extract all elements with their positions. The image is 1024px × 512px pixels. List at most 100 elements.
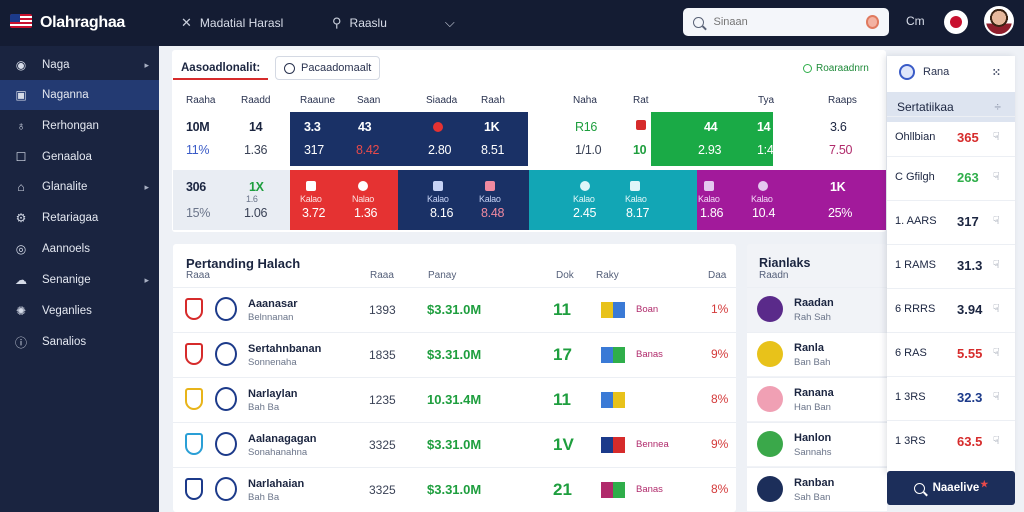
odds-value[interactable]: 3.6: [830, 120, 847, 134]
odds-value[interactable]: 1K: [830, 180, 846, 194]
table-row[interactable]: Aalanagagan Sonahanahna 3325 $3.31.0M 1V…: [173, 422, 736, 466]
list-item[interactable]: Raadan Rah Sah: [747, 287, 887, 331]
odds-value[interactable]: 14: [249, 120, 263, 134]
table-row[interactable]: Narlaylan Bah Ba 1235 10.31.4M 11 8%: [173, 377, 736, 421]
odds-value[interactable]: 15%: [186, 206, 211, 220]
notification-button[interactable]: [944, 10, 968, 34]
odds-value[interactable]: 8.42: [356, 143, 380, 157]
list-item[interactable]: Ranban Sah Ban: [747, 467, 887, 511]
team-crest-icon: [185, 433, 203, 455]
chat-icon[interactable]: ☟: [993, 303, 1000, 315]
live-button[interactable]: Naaelive ★: [887, 471, 1015, 505]
odds-value[interactable]: 2.45: [573, 206, 597, 220]
market-label: 6 RAS: [895, 347, 927, 359]
tab-button[interactable]: Pacaadomaalt: [275, 56, 381, 80]
cloud-icon: ☁: [15, 273, 27, 287]
market-row[interactable]: C Gfilgh 263 ☟: [887, 156, 1015, 200]
chat-icon[interactable]: ☟: [993, 215, 1000, 227]
odds-value[interactable]: 317: [304, 143, 324, 157]
table-row[interactable]: Aaanasar Belnnanan 1393 $3.31.0M 11 Boan…: [173, 287, 736, 331]
odds-value[interactable]: 1.86: [700, 206, 724, 220]
list-item[interactable]: Ranana Han Ban: [747, 377, 887, 421]
sidebar-item-1[interactable]: ◉ Naga ▸: [0, 50, 159, 80]
list-item[interactable]: Ranla Ban Bah: [747, 332, 887, 376]
sidebar-item-4[interactable]: ☐ Genaaloa: [0, 142, 159, 172]
team-percent: 1%: [711, 302, 729, 316]
market-row[interactable]: Ohllbian 365 ☟: [887, 116, 1015, 160]
chevron-down-icon[interactable]: ⌵: [444, 15, 455, 30]
sidebar-item-2[interactable]: ▣ Naganna: [0, 80, 159, 110]
odds-value[interactable]: 1.36: [354, 206, 378, 220]
odds-value[interactable]: 3.72: [302, 206, 326, 220]
sidebar-item-9[interactable]: ✺ Veganlies: [0, 296, 159, 326]
user-avatar[interactable]: [984, 6, 1014, 36]
odds-value[interactable]: R16: [575, 120, 598, 134]
search-input[interactable]: [713, 16, 856, 28]
odds-value[interactable]: 25%: [828, 206, 853, 220]
sidebar-item-5[interactable]: ⌂ Glanalite ▸: [0, 172, 159, 202]
sidebar-item-6[interactable]: ⚙ Retariagaa: [0, 203, 159, 233]
chat-icon[interactable]: ☟: [993, 347, 1000, 359]
odds-subtext: Kalao: [751, 194, 773, 204]
list-item[interactable]: Hanlon Sannahs: [747, 422, 887, 466]
market-row[interactable]: 1 RAMS 31.3 ☟: [887, 244, 1015, 288]
odds-value[interactable]: 1K: [484, 120, 500, 134]
sidebar-item-3[interactable]: ♁ Rerhongan: [0, 111, 159, 141]
odds-value[interactable]: 1.36: [244, 143, 268, 157]
odds-value[interactable]: 8.51: [481, 143, 505, 157]
odds-subtext: Kalao: [427, 194, 449, 204]
top-right-text[interactable]: Cm: [906, 14, 925, 28]
market-row[interactable]: 1 3RS 63.5 ☟: [887, 420, 1015, 464]
odds-value[interactable]: 306: [186, 180, 206, 194]
market-row[interactable]: 1 3RS 32.3 ☟: [887, 376, 1015, 420]
chat-icon[interactable]: ☟: [993, 391, 1000, 403]
market-row[interactable]: 6 RRRS 3.94 ☟: [887, 288, 1015, 332]
top-search-label: Raaslu: [349, 16, 387, 30]
odds-value[interactable]: 14: [757, 120, 771, 134]
odds-value[interactable]: 1/1.0: [575, 143, 602, 157]
table-row[interactable]: Sertahnbanan Sonnenaha 1835 $3.31.0M 17 …: [173, 332, 736, 376]
odds-value[interactable]: 3.3: [304, 120, 321, 134]
sidebar-item-7[interactable]: ◎ Aannoels: [0, 234, 159, 264]
odds-value[interactable]: 7.50: [829, 143, 853, 157]
odds-value[interactable]: 8.17: [626, 206, 650, 220]
top-search-item[interactable]: ⚲ Raaslu ⌵: [332, 15, 455, 31]
tab-active[interactable]: Aasoadlonalit:: [173, 58, 269, 80]
odds-value[interactable]: 1:4: [757, 143, 774, 157]
globe-icon: ◎: [15, 242, 27, 256]
market-label: 1 3RS: [895, 435, 926, 447]
flag-logo-icon: [10, 14, 32, 28]
sidebar-item-8[interactable]: ☁ Senanige ▸: [0, 265, 159, 295]
odds-value[interactable]: 10: [633, 143, 647, 157]
sidebar-item-10[interactable]: ⓘ Sanalios: [0, 327, 159, 357]
odds-value[interactable]: 10.4: [752, 206, 776, 220]
chat-icon[interactable]: ☟: [993, 171, 1000, 183]
odds-value[interactable]: 1X: [249, 180, 264, 194]
top-nav-label: Madatial Harasl: [199, 16, 284, 30]
expand-icon[interactable]: ⁙: [991, 66, 1001, 79]
column-header: Raaune: [300, 95, 336, 106]
app-title[interactable]: Olahraghaa: [40, 14, 126, 31]
search-box[interactable]: [683, 8, 889, 36]
sidebar-item-label: Naga: [42, 59, 70, 71]
plus-icon[interactable]: ÷: [994, 100, 1001, 114]
odds-value[interactable]: 1.06: [244, 206, 268, 220]
odds-value[interactable]: 11%: [186, 143, 210, 157]
odds-value[interactable]: 8.16: [430, 206, 454, 220]
team-subtitle: Bah Ba: [248, 492, 280, 503]
market-panel-subheader[interactable]: Sertatiikaa ÷: [887, 92, 1015, 122]
record-icon[interactable]: [865, 15, 879, 29]
top-nav-item[interactable]: ✕ Madatial Harasl: [181, 15, 283, 31]
table-row[interactable]: Narlahaian Bah Ba 3325 $3.31.0M 21 Banas…: [173, 467, 736, 511]
market-row[interactable]: 1. AARS 317 ☟: [887, 200, 1015, 244]
odds-value[interactable]: 2.80: [428, 143, 452, 157]
market-row[interactable]: 6 RAS 5.55 ☟: [887, 332, 1015, 376]
chat-icon[interactable]: ☟: [993, 435, 1000, 447]
odds-value[interactable]: 8.48: [481, 206, 505, 220]
chat-icon[interactable]: ☟: [993, 259, 1000, 271]
odds-value[interactable]: 44: [704, 120, 718, 134]
odds-value[interactable]: 10M: [186, 120, 210, 134]
chat-icon[interactable]: ☟: [993, 131, 1000, 143]
odds-value[interactable]: 2.93: [698, 143, 722, 157]
odds-value[interactable]: 43: [358, 120, 372, 134]
